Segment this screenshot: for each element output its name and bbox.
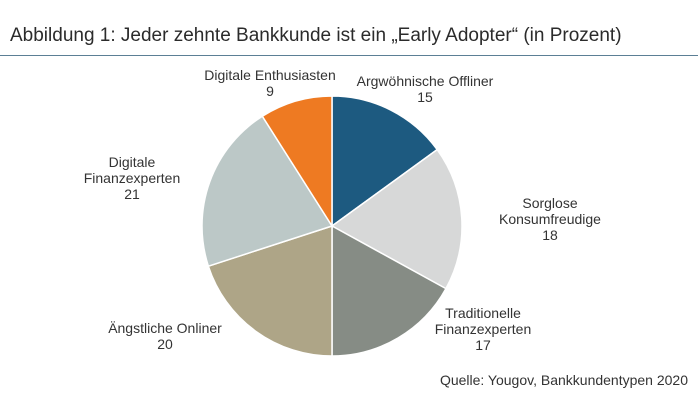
slice-category-label: Sorglose bbox=[522, 195, 577, 211]
chart-title: Abbildung 1: Jeder zehnte Bankkunde ist … bbox=[10, 25, 622, 46]
slice-value-label: 17 bbox=[475, 337, 491, 353]
source-note: Quelle: Yougov, Bankkundentypen 2020 bbox=[439, 372, 688, 388]
pie-slice bbox=[261, 95, 333, 229]
pie-slice bbox=[207, 224, 333, 357]
slice-value-label: 21 bbox=[124, 186, 140, 202]
pie-slice bbox=[330, 148, 463, 290]
title-rule bbox=[0, 55, 698, 56]
pie-slice bbox=[331, 224, 447, 357]
slice-value-label: 9 bbox=[266, 83, 274, 99]
pie-slice bbox=[331, 95, 439, 228]
pie-slice bbox=[201, 115, 334, 268]
slice-value-label: 18 bbox=[542, 227, 558, 243]
slice-category-label: Finanzexperten bbox=[435, 321, 532, 337]
slice-category-label: Digitale Enthusiasten bbox=[204, 67, 336, 83]
slice-value-label: 15 bbox=[417, 89, 433, 105]
slice-category-label: Argwöhnische Offliner bbox=[357, 73, 494, 89]
slice-value-label: 20 bbox=[157, 336, 173, 352]
slice-category-label: Finanzexperten bbox=[84, 170, 181, 186]
slice-category-label: Digitale bbox=[109, 154, 156, 170]
slice-category-label: Ängstliche Onliner bbox=[108, 320, 222, 336]
slice-category-label: Traditionelle bbox=[445, 305, 521, 321]
slice-category-label: Konsumfreudige bbox=[499, 211, 601, 227]
